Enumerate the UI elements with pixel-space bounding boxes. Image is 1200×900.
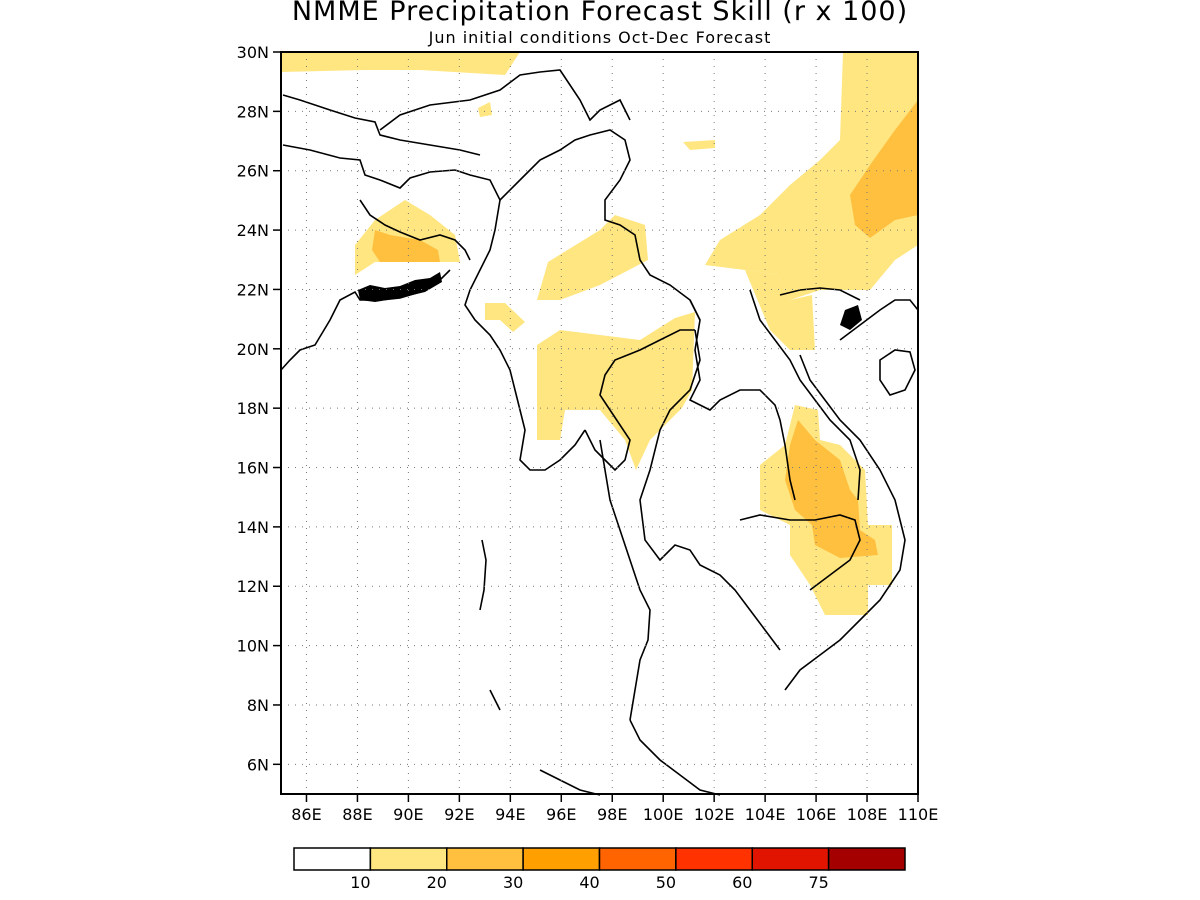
shade-region-small1 — [485, 303, 525, 332]
lat-tick-label: 26N — [237, 162, 269, 181]
lat-tick-label: 6N — [247, 755, 269, 774]
colorbar-swatch — [522, 847, 601, 871]
lon-tick-label: 98E — [597, 805, 627, 824]
andaman-islands — [479, 539, 487, 611]
lon-tick-label: 86E — [291, 805, 321, 824]
colorbar: 10 20 30 40 50 60 75 — [293, 847, 906, 892]
lat-tick-label: 22N — [237, 280, 269, 299]
lon-tick-label: 106E — [796, 805, 837, 824]
delta-detail — [358, 272, 862, 330]
colorbar-swatch — [598, 847, 677, 871]
lon-tick-label: 102E — [694, 805, 735, 824]
shade-region-bangladesh — [355, 200, 460, 275]
lon-tick-label: 90E — [393, 805, 423, 824]
myanmar-peninsula — [599, 439, 651, 721]
lat-tick-label: 30N — [237, 43, 269, 62]
colorbar-label: 60 — [732, 873, 752, 892]
colorbar-swatch — [369, 847, 448, 871]
lon-tick-label: 104E — [745, 805, 786, 824]
shade-region-small2 — [683, 140, 715, 150]
malaysia-peninsula — [629, 719, 721, 796]
shade-region-bangladesh-core — [372, 230, 440, 262]
lon-tick-label: 94E — [495, 805, 525, 824]
lat-tick-label: 16N — [237, 459, 269, 478]
map-subtitle: Jun initial conditions Oct-Dec Forecast — [428, 28, 772, 47]
south-china-coast — [779, 287, 861, 301]
laos-vietnam-border — [749, 289, 861, 501]
myanmar-china-border — [499, 129, 701, 321]
lon-tick-label: 96E — [546, 805, 576, 824]
myanmar-west — [454, 169, 586, 471]
colorbar-label: 30 — [503, 873, 523, 892]
colorbar-label: 50 — [656, 873, 676, 892]
shade-region-northeast-core — [850, 100, 918, 238]
shade-region-thailand — [537, 312, 695, 470]
vietnam-coast — [839, 299, 919, 341]
lat-tick-label: 20N — [237, 340, 269, 359]
skill-shading — [281, 52, 918, 615]
vietnam-east-coast — [784, 354, 906, 691]
tibet-border — [379, 69, 631, 131]
colorbar-swatch — [293, 847, 372, 871]
lat-tick-label: 28N — [237, 102, 269, 121]
colorbar-swatch — [446, 847, 524, 871]
lat-tick-label: 18N — [237, 399, 269, 418]
lat-tick-label: 14N — [237, 518, 269, 537]
lon-tick-label: 88E — [342, 805, 372, 824]
colorbar-label: 10 — [350, 873, 370, 892]
lat-tick-label: 10N — [237, 637, 269, 656]
lat-tick-label: 24N — [237, 221, 269, 240]
latitude-axis: 6N 8N 10N 12N 14N 16N 18N 20N 22N 24N 26N 28N 30N — [237, 43, 281, 774]
lon-tick-label: 110E — [898, 805, 939, 824]
india-nepal-border — [282, 94, 481, 156]
shade-region-myanmar-east — [537, 215, 648, 300]
map-frame — [280, 51, 919, 795]
lon-tick-label: 92E — [444, 805, 474, 824]
thailand-laos-border — [688, 299, 796, 501]
thailand-gulf — [639, 329, 781, 651]
shade-region-north — [281, 52, 520, 75]
colorbar-label: 20 — [427, 873, 447, 892]
shade-region-northeast — [705, 52, 918, 300]
colorbar-label: 40 — [579, 873, 599, 892]
cambodia-border — [739, 514, 861, 591]
shade-region-laos — [745, 270, 815, 350]
colorbar-label: 75 — [808, 873, 828, 892]
hainan — [879, 349, 916, 396]
shade-region-indochina-core — [785, 420, 878, 558]
lon-tick-label: 100E — [643, 805, 684, 824]
andaman-islands-2 — [489, 689, 501, 711]
colorbar-swatch — [675, 847, 753, 871]
lat-tick-label: 8N — [247, 696, 269, 715]
sumatra-north — [539, 769, 601, 796]
shade-region-small3 — [478, 102, 492, 117]
colorbar-swatch — [751, 847, 830, 871]
lon-tick-label: 108E — [847, 805, 888, 824]
lat-tick-label: 12N — [237, 577, 269, 596]
map-title: NMME Precipitation Forecast Skill (r x 1… — [291, 0, 909, 27]
grid-lines — [281, 52, 918, 794]
himalaya-border — [282, 144, 456, 189]
longitude-axis: 86E 88E 90E 92E 94E 96E 98E 100E 102E 104E 106E 108… — [291, 794, 938, 824]
myanmar-thailand-border — [584, 329, 695, 472]
colorbar-swatch — [827, 847, 906, 871]
bangladesh-border — [359, 199, 471, 261]
